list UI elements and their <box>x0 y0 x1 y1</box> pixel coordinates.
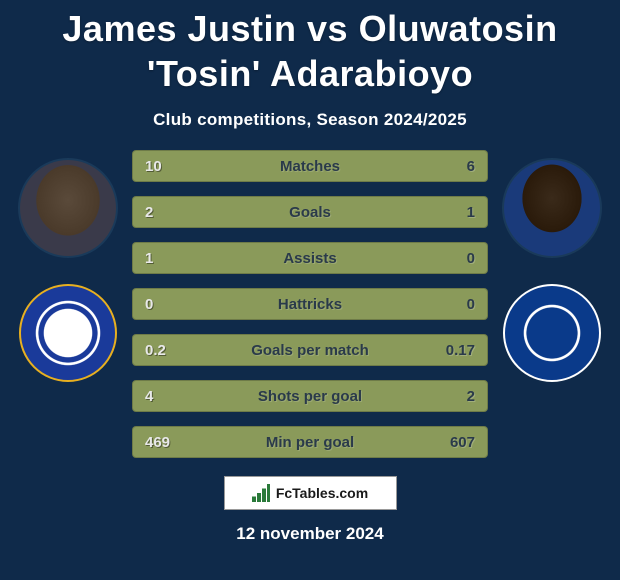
stat-label: Hattricks <box>195 296 425 313</box>
stat-row-hattricks: 0 Hattricks 0 <box>132 288 488 320</box>
right-player-avatar <box>502 158 602 258</box>
stat-row-shots-per-goal: 4 Shots per goal 2 <box>132 380 488 412</box>
date-label: 12 november 2024 <box>236 524 383 544</box>
right-club-crest <box>503 284 601 382</box>
stat-left-value: 469 <box>145 434 195 451</box>
stat-left-value: 0 <box>145 296 195 313</box>
comparison-card: James Justin vs Oluwatosin 'Tosin' Adara… <box>0 0 620 580</box>
body-area: 10 Matches 6 2 Goals 1 1 Assists 0 0 Hat… <box>0 150 620 458</box>
stat-label: Matches <box>195 158 425 175</box>
stat-left-value: 0.2 <box>145 342 195 359</box>
stat-right-value: 1 <box>425 204 475 221</box>
stat-label: Goals per match <box>195 342 425 359</box>
stat-row-matches: 10 Matches 6 <box>132 150 488 182</box>
stat-label: Assists <box>195 250 425 267</box>
brand-badge: FcTables.com <box>224 476 397 510</box>
stat-label: Min per goal <box>195 434 425 451</box>
stat-left-value: 10 <box>145 158 195 175</box>
left-club-crest <box>19 284 117 382</box>
stat-right-value: 6 <box>425 158 475 175</box>
page-title: James Justin vs Oluwatosin 'Tosin' Adara… <box>0 6 620 96</box>
stat-row-assists: 1 Assists 0 <box>132 242 488 274</box>
left-player-avatar <box>18 158 118 258</box>
stat-right-value: 0 <box>425 250 475 267</box>
brand-logo-icon <box>252 484 270 502</box>
stat-label: Shots per goal <box>195 388 425 405</box>
stat-row-min-per-goal: 469 Min per goal 607 <box>132 426 488 458</box>
brand-name: FcTables.com <box>276 485 368 501</box>
subtitle: Club competitions, Season 2024/2025 <box>153 110 467 130</box>
stat-row-goals-per-match: 0.2 Goals per match 0.17 <box>132 334 488 366</box>
left-side <box>8 150 128 382</box>
stat-right-value: 0.17 <box>425 342 475 359</box>
stat-row-goals: 2 Goals 1 <box>132 196 488 228</box>
stat-left-value: 1 <box>145 250 195 267</box>
right-side <box>492 150 612 382</box>
stat-right-value: 2 <box>425 388 475 405</box>
stats-table: 10 Matches 6 2 Goals 1 1 Assists 0 0 Hat… <box>128 150 492 458</box>
stat-right-value: 0 <box>425 296 475 313</box>
stat-left-value: 2 <box>145 204 195 221</box>
stat-right-value: 607 <box>425 434 475 451</box>
stat-label: Goals <box>195 204 425 221</box>
stat-left-value: 4 <box>145 388 195 405</box>
